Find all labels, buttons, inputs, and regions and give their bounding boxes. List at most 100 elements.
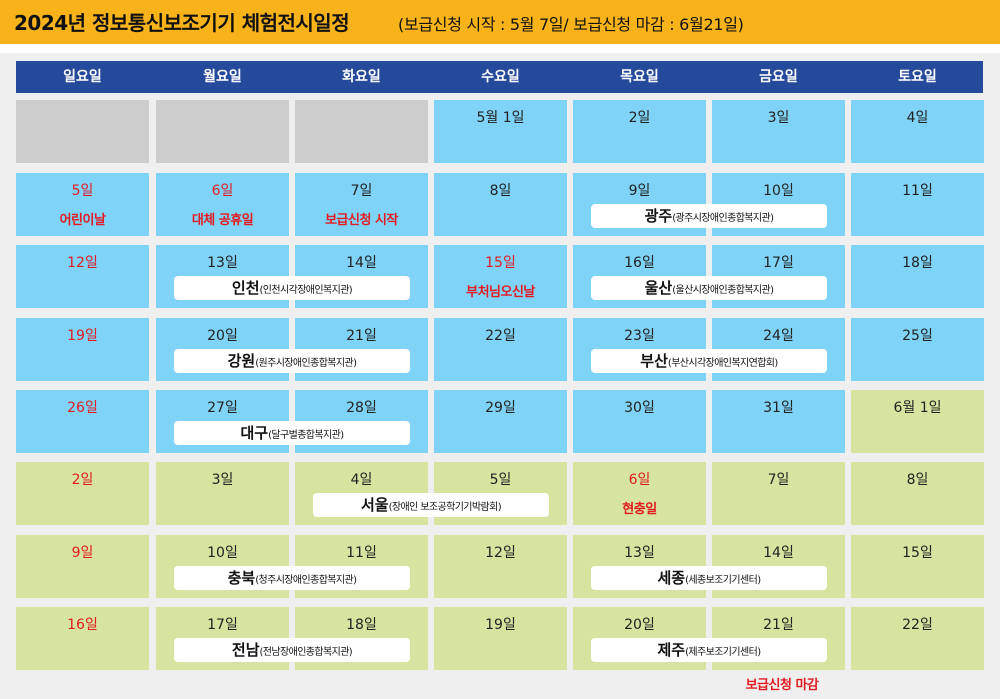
exhibition-venue: (부산시각장애인복지연합회) <box>667 358 778 369</box>
exhibition-city: 인천 <box>231 279 260 297</box>
page-title: 2024년 정보통신보조기기 체험전시일정 <box>14 11 350 35</box>
page-subtitle: (보급신청 시작 : 5월 7일/ 보급신청 마감 : 6월21일) <box>398 15 744 34</box>
exhibition-city: 강원 <box>227 352 256 370</box>
day-number: 12일 <box>67 255 98 271</box>
day-number: 22일 <box>902 617 933 633</box>
day-cell: 19일 <box>16 318 149 381</box>
day-number: 9일 <box>628 183 651 199</box>
day-cell: 9일 <box>16 535 149 598</box>
exhibition-venue: (인천시각장애인복지관) <box>259 285 353 296</box>
day-number: 11일 <box>902 183 933 199</box>
day-number: 18일 <box>346 617 377 633</box>
day-cell: 16일 <box>16 607 149 670</box>
day-number: 13일 <box>207 255 238 271</box>
day-number: 20일 <box>624 617 655 633</box>
day-number: 6월 1일 <box>893 400 942 416</box>
day-number: 27일 <box>207 400 238 416</box>
day-cell: 22일 <box>851 607 984 670</box>
exhibition-city: 제주 <box>657 641 686 659</box>
day-number: 19일 <box>485 617 516 633</box>
exhibition-badge: 광주(광주시장애인종합복지관) <box>591 204 827 228</box>
day-number: 6일 <box>628 472 651 488</box>
exhibition-city: 전남 <box>231 641 260 659</box>
event-label: 부처님오신날 <box>466 285 535 300</box>
day-cell: 4일 <box>851 100 984 163</box>
day-number: 12일 <box>485 545 516 561</box>
exhibition-venue: (울산시장애인종합복지관) <box>672 285 774 296</box>
exhibition-city: 광주 <box>644 207 673 225</box>
day-cell: 18일 <box>851 245 984 308</box>
exhibition-venue: (원주시장애인종합복지관) <box>255 358 357 369</box>
day-number: 22일 <box>485 328 516 344</box>
event-label: 어린이날 <box>59 213 106 228</box>
day-number: 31일 <box>763 400 794 416</box>
day-number: 5일 <box>71 183 94 199</box>
day-number: 21일 <box>346 328 377 344</box>
exhibition-venue: (제주보조기기센터) <box>685 647 761 658</box>
exhibition-venue: (청주시장애인종합복지관) <box>255 575 357 586</box>
day-cell: 31일 <box>712 390 845 453</box>
day-cell: 12일 <box>434 535 567 598</box>
day-number: 23일 <box>624 328 655 344</box>
day-number: 21일 <box>763 617 794 633</box>
day-cell: 3일 <box>156 462 289 525</box>
exhibition-city: 울산 <box>644 279 673 297</box>
day-number: 24일 <box>763 328 794 344</box>
exhibition-venue: (세종보조기기센터) <box>685 575 761 586</box>
day-number: 17일 <box>207 617 238 633</box>
weekday-header: 일요일 월요일 화요일 수요일 목요일 금요일 토요일 <box>16 61 983 93</box>
exhibition-venue: (광주시장애인종합복지관) <box>672 213 774 224</box>
day-number: 29일 <box>485 400 516 416</box>
event-label: 현충일 <box>622 502 657 517</box>
day-number: 19일 <box>67 328 98 344</box>
day-number: 3일 <box>211 472 234 488</box>
day-cell: 7일 <box>712 462 845 525</box>
empty-cell <box>156 100 289 163</box>
day-number: 14일 <box>763 545 794 561</box>
day-cell: 2일 <box>16 462 149 525</box>
empty-cell <box>295 100 428 163</box>
exhibition-badge: 제주(제주보조기기센터) <box>591 638 827 662</box>
day-number: 28일 <box>346 400 377 416</box>
exhibition-badge: 충북(청주시장애인종합복지관) <box>174 566 410 590</box>
exhibition-city: 부산 <box>640 352 668 370</box>
day-cell: 25일 <box>851 318 984 381</box>
exhibition-badge: 전남(전남장애인종합복지관) <box>174 638 410 662</box>
exhibition-venue: (전남장애인종합복지관) <box>259 647 353 658</box>
day-number: 10일 <box>763 183 794 199</box>
day-number: 8일 <box>489 183 512 199</box>
day-number: 30일 <box>624 400 655 416</box>
event-label: 보급신청 시작 <box>325 213 398 228</box>
weekday-header-sun: 일요일 <box>63 69 102 85</box>
exhibition-badge: 부산(부산시각장애인복지연합회) <box>591 349 827 373</box>
exhibition-badge: 세종(세종보조기기센터) <box>591 566 827 590</box>
day-cell: 19일 <box>434 607 567 670</box>
day-number: 20일 <box>207 328 238 344</box>
day-number: 4일 <box>906 110 929 126</box>
day-number: 4일 <box>350 472 373 488</box>
exhibition-venue: (장애인 보조공학기기박람회) <box>388 502 502 513</box>
day-cell: 12일 <box>16 245 149 308</box>
day-number: 15일 <box>902 545 933 561</box>
event-label: 대체 공휴일 <box>191 213 254 228</box>
day-number: 5월 1일 <box>476 110 525 126</box>
weekday-header-thu: 목요일 <box>620 69 659 85</box>
weekday-header-tue: 화요일 <box>342 69 381 85</box>
day-number: 6일 <box>211 183 234 199</box>
title-bar: 2024년 정보통신보조기기 체험전시일정 (보급신청 시작 : 5월 7일/ … <box>0 0 1000 44</box>
day-cell: 8일 <box>851 462 984 525</box>
day-number: 15일 <box>485 255 516 271</box>
day-cell: 15일 <box>851 535 984 598</box>
exhibition-city: 충북 <box>227 569 256 587</box>
day-cell: 11일 <box>851 173 984 236</box>
day-number: 7일 <box>350 183 373 199</box>
day-number: 2일 <box>628 110 651 126</box>
exhibition-badge: 강원(원주시장애인종합복지관) <box>174 349 410 373</box>
day-number: 18일 <box>902 255 933 271</box>
day-number: 5일 <box>489 472 512 488</box>
day-cell: 26일 <box>16 390 149 453</box>
day-number: 26일 <box>67 400 98 416</box>
day-cell: 30일 <box>573 390 706 453</box>
